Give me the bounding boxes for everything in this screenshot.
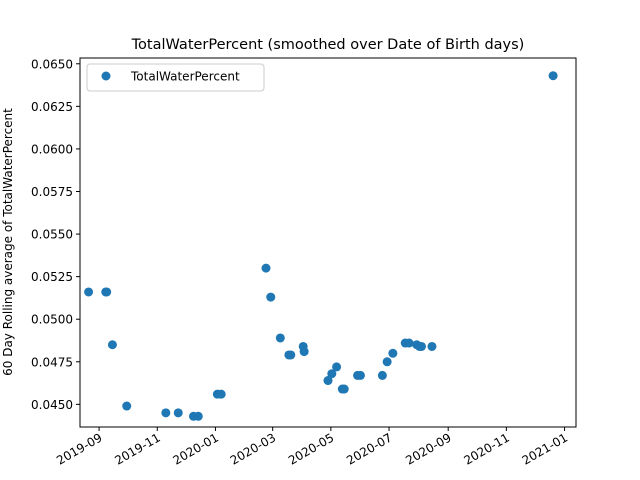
y-tick-label: 0.0450 [31, 398, 73, 412]
legend: TotalWaterPercent [86, 63, 265, 92]
data-point [102, 287, 112, 297]
data-point [122, 401, 132, 411]
y-tick-label: 0.0600 [31, 142, 73, 156]
plot-frame [79, 57, 577, 428]
data-point [286, 350, 296, 360]
data-point [332, 362, 342, 372]
y-tick-label: 0.0525 [31, 270, 73, 284]
y-tick-label: 0.0500 [31, 313, 73, 327]
y-tick-label: 0.0625 [31, 100, 73, 114]
data-point [266, 292, 276, 302]
data-point [388, 348, 398, 358]
data-points [84, 71, 558, 421]
legend-label: TotalWaterPercent [130, 70, 240, 84]
data-point [339, 384, 349, 394]
chart-title: TotalWaterPercent (smoothed over Date of… [131, 37, 525, 53]
data-point [323, 376, 333, 386]
data-point [84, 287, 94, 297]
data-point [173, 408, 183, 418]
legend-box [86, 63, 265, 92]
data-point [299, 347, 309, 357]
data-point [261, 263, 271, 273]
data-point [327, 369, 337, 379]
data-point [377, 370, 387, 380]
y-tick-label: 0.0475 [31, 355, 73, 369]
y-tick-label: 0.0650 [31, 57, 73, 71]
data-point [355, 370, 365, 380]
data-point [193, 411, 203, 421]
data-point [382, 357, 392, 367]
legend-marker [101, 71, 111, 81]
data-point [548, 71, 558, 81]
data-point [161, 408, 171, 418]
y-tick-label: 0.0575 [31, 185, 73, 199]
data-point [275, 333, 285, 343]
data-point [107, 340, 117, 350]
data-point [404, 338, 414, 348]
y-axis-label: 60 Day Rolling average of TotalWaterPerc… [1, 108, 15, 376]
y-tick-label: 0.0550 [31, 228, 73, 242]
y-axis-label-group: 60 Day Rolling average of TotalWaterPerc… [1, 108, 15, 376]
data-point [427, 341, 437, 351]
data-point [216, 389, 226, 399]
data-point [416, 341, 426, 351]
